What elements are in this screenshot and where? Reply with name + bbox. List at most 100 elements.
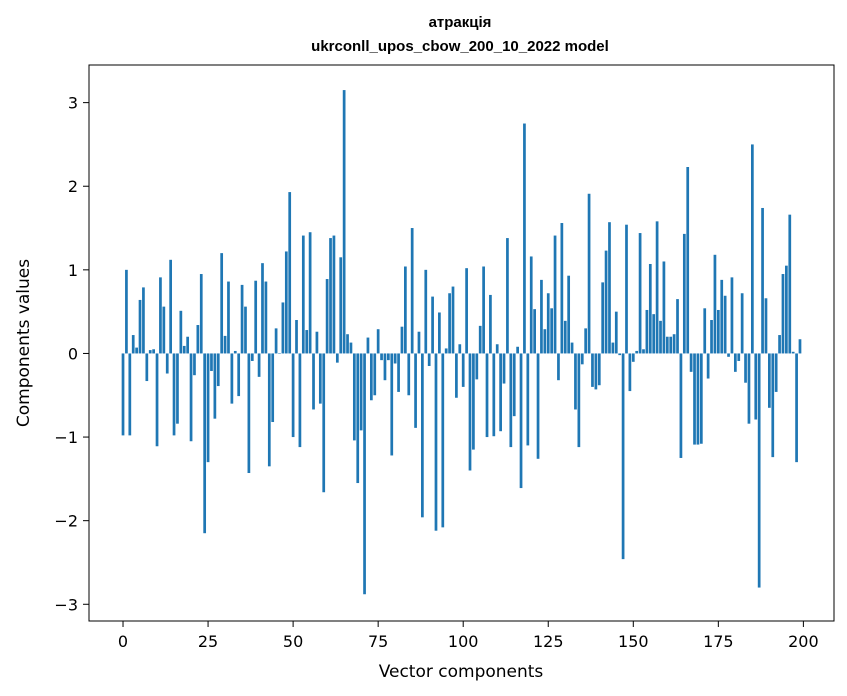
bar-102 [468, 353, 472, 471]
bar-168 [693, 353, 696, 445]
bar-184 [747, 353, 751, 424]
bar-55 [308, 232, 312, 354]
bar-82 [400, 326, 404, 354]
bar-146 [618, 353, 622, 356]
bar-158 [659, 320, 662, 354]
bar-79 [390, 353, 394, 456]
bar-191 [771, 353, 775, 458]
bar-140 [597, 353, 601, 386]
bar-195 [785, 265, 788, 354]
bar-64 [339, 257, 343, 354]
bar-134 [577, 353, 581, 448]
bar-135 [580, 353, 584, 365]
bar-67 [349, 342, 353, 354]
bar-56 [312, 353, 315, 410]
y-axis-label: Components values [14, 259, 34, 427]
bar-139 [594, 353, 598, 390]
bar-52 [298, 353, 302, 448]
bar-127 [553, 235, 557, 354]
bar-122 [536, 353, 540, 459]
bar-13 [165, 353, 169, 374]
bar-51 [295, 320, 298, 354]
bar-10 [155, 353, 159, 447]
bar-167 [689, 353, 693, 372]
bar-182 [740, 293, 744, 354]
bar-15 [172, 353, 176, 436]
bar-174 [713, 254, 717, 354]
bar-62 [332, 235, 336, 354]
x-tick-label: 125 [533, 632, 564, 651]
bar-169 [696, 353, 700, 445]
bar-39 [254, 280, 258, 354]
bar-196 [788, 214, 792, 354]
bar-78 [387, 353, 390, 361]
bar-8 [148, 350, 152, 354]
bar-5 [138, 299, 142, 354]
bar-99 [458, 344, 462, 354]
bar-188 [761, 207, 764, 354]
bar-63 [335, 353, 339, 363]
bar-178 [727, 353, 730, 357]
bar-54 [305, 330, 309, 354]
bar-41 [261, 263, 264, 354]
bar-160 [665, 336, 669, 354]
bar-143 [608, 222, 611, 354]
bar-181 [737, 353, 741, 361]
bar-57 [315, 331, 319, 354]
bar-137 [587, 193, 591, 354]
bar-6 [142, 287, 145, 354]
bar-53 [301, 235, 305, 354]
bar-111 [499, 353, 502, 432]
bar-91 [431, 296, 434, 354]
bar-197 [791, 351, 795, 354]
y-tick-label: 2 [68, 177, 78, 196]
bar-3 [131, 335, 135, 354]
bar-183 [744, 353, 747, 383]
bar-172 [706, 353, 710, 379]
bar-131 [567, 275, 571, 354]
bar-14 [169, 259, 173, 354]
bar-31 [227, 281, 230, 354]
bar-175 [716, 309, 720, 354]
bar-73 [369, 353, 373, 401]
y-tick-label: 1 [68, 261, 78, 280]
bar-185 [750, 144, 754, 354]
bar-69 [356, 353, 360, 484]
bar-105 [478, 325, 482, 354]
bar-152 [638, 233, 642, 354]
x-tick-label: 25 [198, 632, 218, 651]
bar-20 [189, 353, 193, 442]
bar-154 [645, 309, 649, 354]
bar-186 [754, 353, 758, 420]
bar-98 [455, 353, 458, 398]
bar-19 [186, 336, 190, 354]
bar-37 [247, 353, 251, 474]
bar-16 [176, 353, 179, 424]
bar-124 [543, 329, 547, 354]
bar-95 [444, 348, 448, 354]
bar-173 [710, 320, 713, 354]
bar-112 [502, 353, 506, 384]
bar-25 [206, 353, 210, 463]
bar-116 [516, 346, 519, 354]
bar-148 [625, 224, 628, 354]
bar-189 [764, 298, 768, 354]
y-tick-label: 0 [68, 344, 78, 363]
x-axis-label: Vector components [379, 662, 544, 682]
bar-76 [380, 353, 383, 361]
bar-42 [264, 281, 268, 354]
bar-97 [451, 286, 455, 354]
bar-87 [417, 331, 421, 354]
bar-108 [489, 294, 492, 354]
x-tick-label: 175 [703, 632, 734, 651]
bar-106 [482, 266, 485, 354]
x-tick-label: 75 [368, 632, 388, 651]
bars-group [121, 90, 802, 595]
bar-70 [359, 353, 363, 431]
bar-144 [611, 342, 615, 354]
bar-7 [145, 353, 149, 382]
bar-187 [757, 353, 761, 588]
bar-71 [363, 353, 366, 595]
bar-165 [682, 233, 686, 354]
